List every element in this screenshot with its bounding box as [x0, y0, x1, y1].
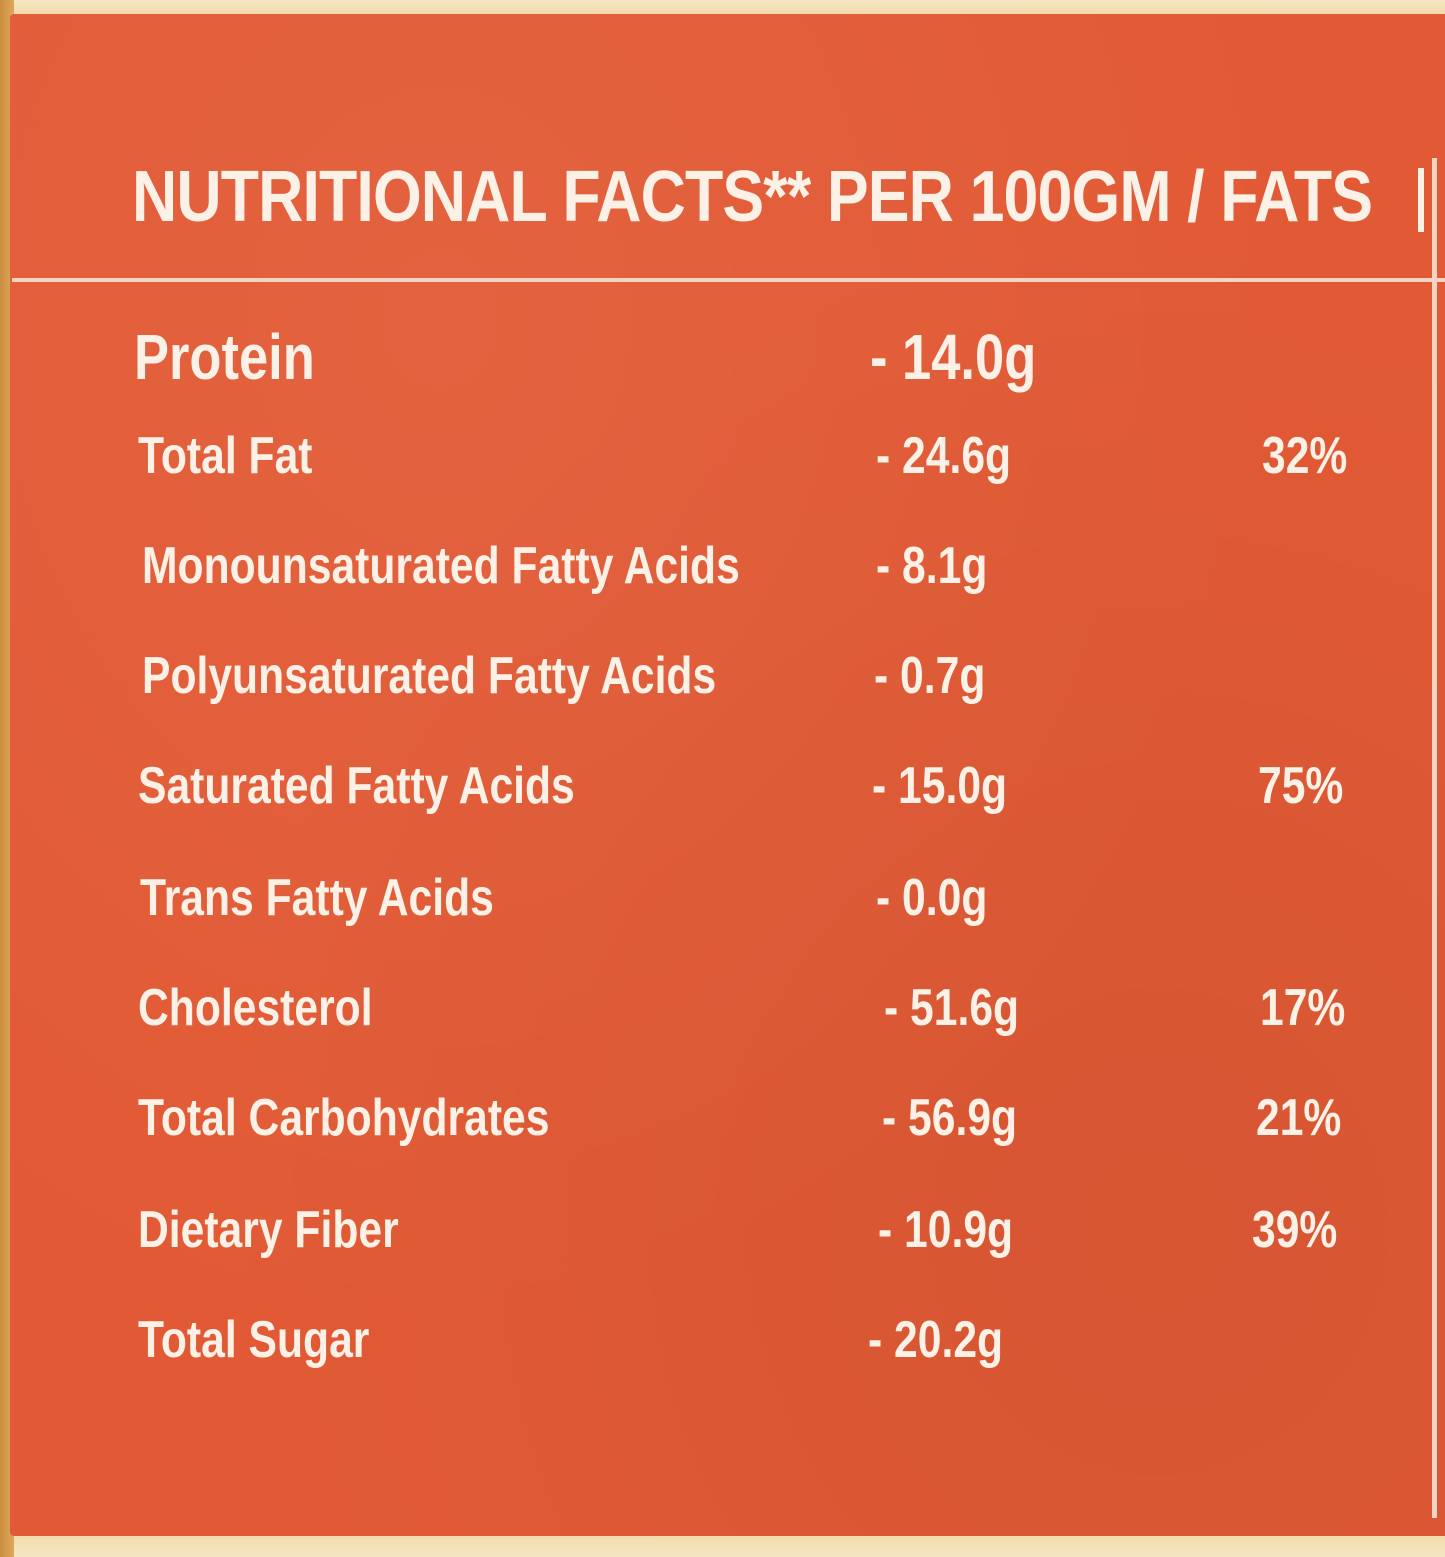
nutrient-percent: 39% — [1252, 1201, 1338, 1259]
header-divider — [12, 278, 1445, 282]
nutrient-name: Protein — [134, 321, 315, 393]
nutrient-percent: 21% — [1256, 1089, 1342, 1147]
nutrient-name: Dietary Fiber — [138, 1201, 399, 1259]
nutrient-amount: - 51.6g — [884, 979, 1020, 1037]
header-separator — [1418, 168, 1424, 232]
nutrient-row-saturated: Saturated Fatty Acids - 15.0g 75% — [0, 754, 1445, 834]
column-divider — [1432, 158, 1437, 1518]
nutrient-row-monounsaturated: Monounsaturated Fatty Acids - 8.1g — [0, 534, 1445, 614]
nutrient-percent: 17% — [1260, 979, 1346, 1037]
nutrient-row-carbohydrates: Total Carbohydrates - 56.9g 21% — [0, 1086, 1445, 1166]
nutrient-row-trans: Trans Fatty Acids - 0.0g — [0, 866, 1445, 946]
nutrient-percent: 75% — [1258, 757, 1344, 815]
nutrient-amount: - 0.7g — [874, 647, 986, 705]
nutrient-amount: - 10.9g — [878, 1201, 1014, 1259]
cream-packaging-top — [0, 0, 1445, 18]
nutrient-percent: 32% — [1262, 427, 1348, 485]
nutrient-row-cholesterol: Cholesterol - 51.6g 17% — [0, 976, 1445, 1056]
nutrient-name: Trans Fatty Acids — [140, 869, 494, 927]
nutrient-row-protein: Protein - 14.0g — [0, 320, 1445, 400]
nutrient-name: Total Carbohydrates — [138, 1089, 550, 1147]
nutrient-amount: - 20.2g — [868, 1311, 1004, 1369]
nutrient-row-total-fat: Total Fat - 24.6g 32% — [0, 424, 1445, 504]
cream-packaging-bottom — [0, 1532, 1445, 1557]
nutrient-row-dietary-fiber: Dietary Fiber - 10.9g 39% — [0, 1198, 1445, 1278]
nutrient-name: Total Sugar — [138, 1311, 370, 1369]
nutrient-amount: - 8.1g — [876, 537, 988, 595]
nutrient-amount: - 56.9g — [882, 1089, 1018, 1147]
nutrient-amount: - 24.6g — [876, 427, 1012, 485]
nutrient-row-polyunsaturated: Polyunsaturated Fatty Acids - 0.7g — [0, 644, 1445, 724]
nutrient-name: Monounsaturated Fatty Acids — [142, 537, 740, 595]
nutrition-panel — [10, 14, 1445, 1536]
nutrient-row-total-sugar: Total Sugar - 20.2g — [0, 1308, 1445, 1388]
nutrient-amount: - 15.0g — [872, 757, 1008, 815]
nutrient-name: Cholesterol — [138, 979, 373, 1037]
nutrient-amount: - 0.0g — [876, 869, 988, 927]
nutrient-name: Polyunsaturated Fatty Acids — [142, 647, 717, 705]
nutrition-header-title: NUTRITIONAL FACTS** PER 100GM / FATS — [132, 157, 1373, 237]
nutrient-amount: - 14.0g — [870, 321, 1037, 393]
nutrient-name: Saturated Fatty Acids — [138, 757, 575, 815]
nutrient-name: Total Fat — [138, 427, 313, 485]
